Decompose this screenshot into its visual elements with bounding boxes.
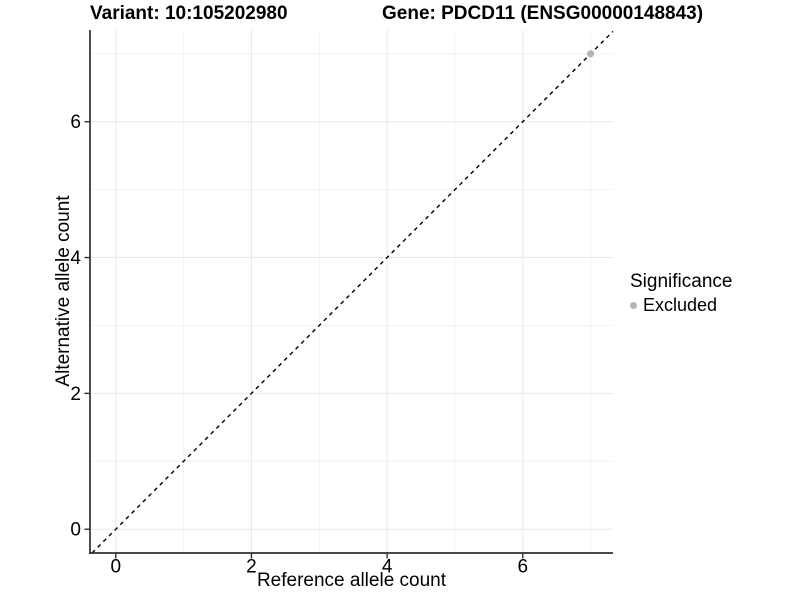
y-axis-label: Alternative allele count [53, 195, 74, 387]
y-tick-label: 0 [70, 520, 81, 541]
data-point [587, 50, 595, 58]
legend-item-label: Excluded [643, 295, 718, 315]
identity-line [91, 30, 614, 554]
y-tick-label: 2 [70, 384, 81, 405]
legend-title: Significance [630, 271, 733, 292]
y-tick-label: 4 [70, 248, 81, 269]
y-tick-label: 6 [70, 112, 81, 133]
legend-item-excluded: Excluded [630, 295, 732, 316]
plot-title-gene: Gene: PDCD11 (ENSG00000148843) [382, 3, 704, 24]
legend: Significance Excluded [630, 271, 732, 316]
legend-dot-icon [630, 302, 637, 309]
x-tick-label: 6 [517, 557, 528, 578]
x-tick-label: 0 [110, 557, 121, 578]
x-axis-label: Reference allele count [256, 570, 447, 591]
plot-title-variant: Variant: 10:105202980 [90, 3, 288, 24]
x-tick-label: 2 [246, 557, 257, 578]
x-tick-label: 4 [382, 557, 393, 578]
